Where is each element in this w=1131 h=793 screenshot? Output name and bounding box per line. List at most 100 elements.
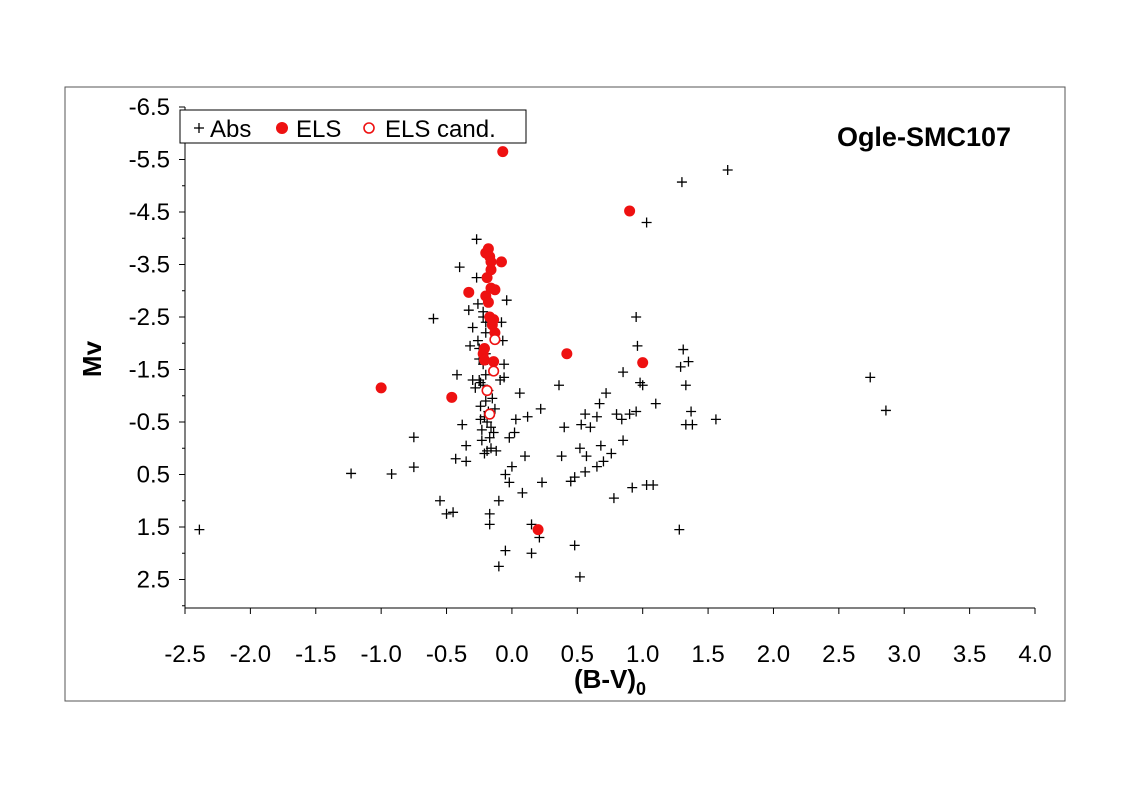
- legend-els-marker: [276, 122, 288, 134]
- x-tick-label: 4.0: [1018, 641, 1051, 668]
- els-point: [485, 256, 497, 268]
- abs-point: [598, 456, 609, 467]
- x-tick-label: 2.0: [757, 641, 790, 668]
- abs-point: [526, 548, 537, 559]
- abs-point: [580, 409, 591, 420]
- abs-point: [500, 545, 511, 556]
- legend-els-cand-marker: [363, 122, 375, 134]
- els-point: [478, 343, 490, 354]
- abs-point: [463, 305, 474, 316]
- chart-border: [64, 86, 1066, 702]
- abs-point: [517, 487, 528, 498]
- abs-point: [574, 443, 585, 454]
- abs-point: [194, 524, 205, 535]
- x-axis-label-subscript: 0: [636, 679, 646, 699]
- els-point: [497, 146, 509, 158]
- legend-els-cand-label: ELS cand.: [385, 116, 496, 143]
- abs-point: [441, 508, 452, 519]
- data-points: [194, 146, 891, 582]
- els-cand-point: [489, 333, 501, 346]
- abs-point: [627, 482, 638, 493]
- abs-point: [618, 435, 629, 446]
- x-tick-label: 1.5: [691, 641, 724, 668]
- abs-point: [674, 524, 685, 535]
- abs-point: [611, 409, 622, 420]
- x-ticks: -2.5 -2.0 -1.5 -1.0 -0.5 0.0 0.5 1.0 1.5 2.0 2.5 3.…: [164, 608, 1052, 668]
- els-point: [478, 354, 490, 366]
- abs-point: [526, 519, 537, 530]
- axes: -6.5 -5.5 -4.5 -3.5 -2.5 -1.5 -0.5 0.5 1.5 2.5 -2…: [129, 94, 1052, 668]
- abs-point: [480, 369, 491, 380]
- y-tick-label: 0.5: [137, 462, 170, 489]
- abs-point: [486, 422, 496, 433]
- abs-point: [632, 340, 643, 351]
- y-ticks: -6.5 -5.5 -4.5 -3.5 -2.5 -1.5 -0.5 0.5 1.5 2.5: [129, 94, 185, 607]
- abs-point: [641, 217, 652, 228]
- abs-point: [484, 519, 495, 530]
- abs-point: [522, 411, 533, 422]
- abs-point: [514, 388, 525, 399]
- abs-point: [504, 432, 515, 443]
- abs-point: [680, 380, 691, 391]
- els-point: [463, 286, 475, 298]
- abs-point: [486, 443, 496, 454]
- abs-point: [631, 406, 642, 417]
- els-point: [446, 391, 458, 403]
- abs-point: [499, 372, 510, 383]
- x-tick-label: 0.5: [561, 641, 594, 668]
- abs-point: [601, 388, 612, 399]
- abs-point: [624, 409, 635, 420]
- abs-point: [471, 234, 482, 245]
- abs-point: [450, 453, 461, 464]
- x-tick-label: 3.0: [888, 641, 921, 668]
- abs-point: [454, 262, 465, 273]
- abs-point: [535, 403, 546, 414]
- legend-abs-label: Abs: [210, 116, 251, 143]
- abs-point: [475, 401, 486, 412]
- abs-point: [608, 493, 619, 504]
- abs-point: [616, 414, 627, 425]
- abs-point: [569, 540, 580, 551]
- abs-point: [554, 380, 564, 391]
- x-tick-label: -2.0: [230, 641, 271, 668]
- y-tick-label: -1.5: [129, 357, 170, 384]
- abs-point: [591, 461, 602, 472]
- abs-point: [594, 398, 605, 409]
- abs-point: [476, 424, 487, 435]
- y-tick-label: 1.5: [137, 514, 170, 541]
- els-cand-point: [481, 384, 493, 397]
- abs-point: [595, 440, 606, 451]
- abs-point: [488, 427, 499, 438]
- abs-point: [574, 571, 585, 582]
- abs-point: [472, 335, 483, 346]
- abs-point: [475, 377, 486, 388]
- abs-point: [500, 469, 511, 480]
- abs-point: [470, 382, 481, 393]
- abs-point: [559, 422, 570, 433]
- abs-point: [637, 380, 648, 391]
- els-point: [485, 264, 497, 276]
- abs-point: [435, 495, 445, 506]
- abs-point: [676, 177, 687, 188]
- abs-point: [448, 507, 459, 518]
- x-axis-label-main: (B-V): [574, 664, 636, 694]
- els-point: [482, 296, 494, 308]
- abs-point: [474, 375, 485, 385]
- abs-point: [618, 367, 629, 378]
- abs-point: [606, 448, 617, 459]
- abs-point: [479, 448, 490, 459]
- x-tick-label: 3.5: [953, 641, 986, 668]
- abs-point: [581, 451, 592, 462]
- abs-point: [499, 359, 510, 370]
- abs-point: [471, 272, 482, 283]
- abs-point: [408, 462, 419, 473]
- abs-point: [408, 432, 419, 443]
- els-cand-point: [484, 408, 496, 420]
- els-point: [637, 357, 649, 369]
- abs-point: [461, 440, 472, 451]
- abs-point: [710, 414, 721, 425]
- abs-point: [428, 313, 439, 324]
- y-axis-label: Mv: [77, 340, 107, 377]
- abs-point: [493, 495, 504, 506]
